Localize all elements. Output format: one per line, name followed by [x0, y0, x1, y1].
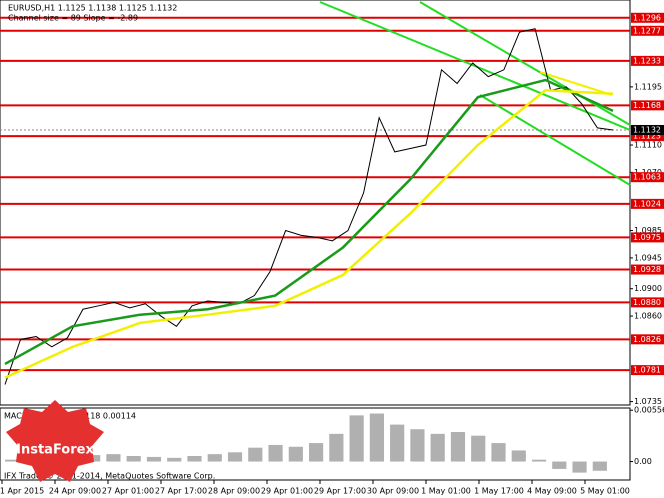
y-tick-label: 1.0735	[634, 397, 662, 406]
level-label: 1.0880	[633, 298, 661, 307]
level-label-box	[631, 100, 664, 111]
level-label: 1.0928	[633, 265, 661, 274]
y-tick-label: 0.00	[634, 457, 652, 466]
macd-bar	[288, 446, 303, 462]
x-tick-label: 24 Apr 09:00	[49, 487, 101, 496]
macd-bar	[511, 450, 526, 462]
x-tick-label: 4 May 09:00	[527, 487, 577, 496]
y-tick-label: 1.0945	[634, 253, 662, 262]
level-label: 1.0975	[633, 233, 661, 242]
macd-bar	[410, 429, 425, 462]
y-tick-label: 1.0900	[634, 284, 662, 293]
macd-bar	[531, 459, 547, 462]
level-label: 1.0781	[633, 366, 661, 375]
macd-bar	[450, 432, 466, 462]
trend-line	[539, 71, 613, 96]
macd-bar	[227, 452, 243, 462]
x-tick-label: 1 May 01:00	[421, 487, 471, 496]
macd-bar	[349, 415, 364, 462]
level-label: 1.1123	[633, 132, 661, 141]
level-label: 1.1233	[633, 56, 661, 65]
footer: IFX Trade, © 2001-2014, MetaQuotes Softw…	[4, 472, 215, 481]
x-tick-label: 27 Apr 17:00	[155, 487, 207, 496]
macd-bar	[106, 454, 121, 462]
logo-text: InstaForex	[16, 443, 94, 458]
macd-bar	[268, 444, 283, 462]
channel-line	[319, 1, 631, 131]
macd-bar	[126, 456, 141, 462]
y-tick-label: 1.1195	[634, 82, 662, 91]
macd-bar	[430, 433, 445, 462]
level-label-box	[631, 25, 664, 36]
x-tick-label: 5 May 01:00	[580, 487, 630, 496]
chart-title: EURUSD,H1 1.1125 1.1138 1.1125 1.1132	[8, 4, 177, 13]
x-tick-label: 1 May 17:00	[474, 487, 524, 496]
chart-subtitle: Channel size = 89 Slope = -2.89	[8, 14, 138, 23]
level-label-box	[631, 264, 664, 275]
moving-average	[4, 89, 614, 379]
macd-bar	[329, 433, 344, 462]
level-label-box	[631, 12, 664, 23]
level-label-box	[631, 297, 664, 308]
price-label-box	[631, 124, 664, 135]
macd-bar	[5, 459, 20, 462]
level-label-box	[631, 334, 664, 345]
channel-line	[419, 1, 631, 126]
x-tick-label: 27 Apr 01:00	[102, 487, 154, 496]
price-label: 1.1132	[633, 125, 661, 134]
level-label: 1.1024	[633, 199, 661, 208]
macd-bar	[491, 443, 506, 462]
macd-bar	[146, 456, 162, 462]
logo: InstaForex	[6, 400, 104, 482]
macd-bar	[187, 456, 202, 462]
macd-bar	[369, 413, 384, 462]
main-panel	[0, 0, 631, 406]
y-tick-label: 0.00556	[634, 406, 664, 415]
macd-bar	[592, 461, 607, 471]
macd-bar	[572, 461, 587, 473]
y-tick-label: 1.0860	[634, 312, 662, 321]
macd-bar	[390, 424, 405, 462]
macd-bar	[207, 454, 222, 462]
level-label-box	[631, 198, 664, 209]
level-label-box	[631, 131, 664, 142]
level-label: 1.1063	[633, 173, 661, 182]
channel-line	[479, 94, 631, 186]
macd-bar	[309, 443, 324, 462]
x-tick-label: 28 Apr 09:00	[208, 487, 260, 496]
x-tick-label: 29 Apr 01:00	[261, 487, 313, 496]
y-tick-label: 1.0985	[634, 226, 662, 235]
level-label-box	[631, 365, 664, 376]
macd-bar	[552, 461, 567, 469]
level-label-box	[631, 55, 664, 66]
level-label-box	[631, 232, 664, 243]
moving-average	[4, 78, 614, 366]
level-label-box	[631, 172, 664, 183]
macd-bar	[167, 457, 182, 462]
x-tick-label: 1 Apr 2015	[0, 487, 44, 496]
level-label: 1.1277	[633, 26, 661, 35]
level-label: 1.1168	[633, 101, 661, 110]
logo-badge	[6, 400, 104, 482]
x-tick-label: 29 Apr 17:00	[314, 487, 366, 496]
x-tick-label: 30 Apr 09:00	[367, 487, 419, 496]
level-label: 1.0826	[633, 335, 661, 344]
macd-bar	[248, 447, 263, 462]
macd-bar	[471, 435, 486, 462]
level-label: 1.1296	[633, 13, 661, 22]
y-tick-label: 1.1110	[634, 141, 662, 150]
price-line	[4, 28, 614, 385]
